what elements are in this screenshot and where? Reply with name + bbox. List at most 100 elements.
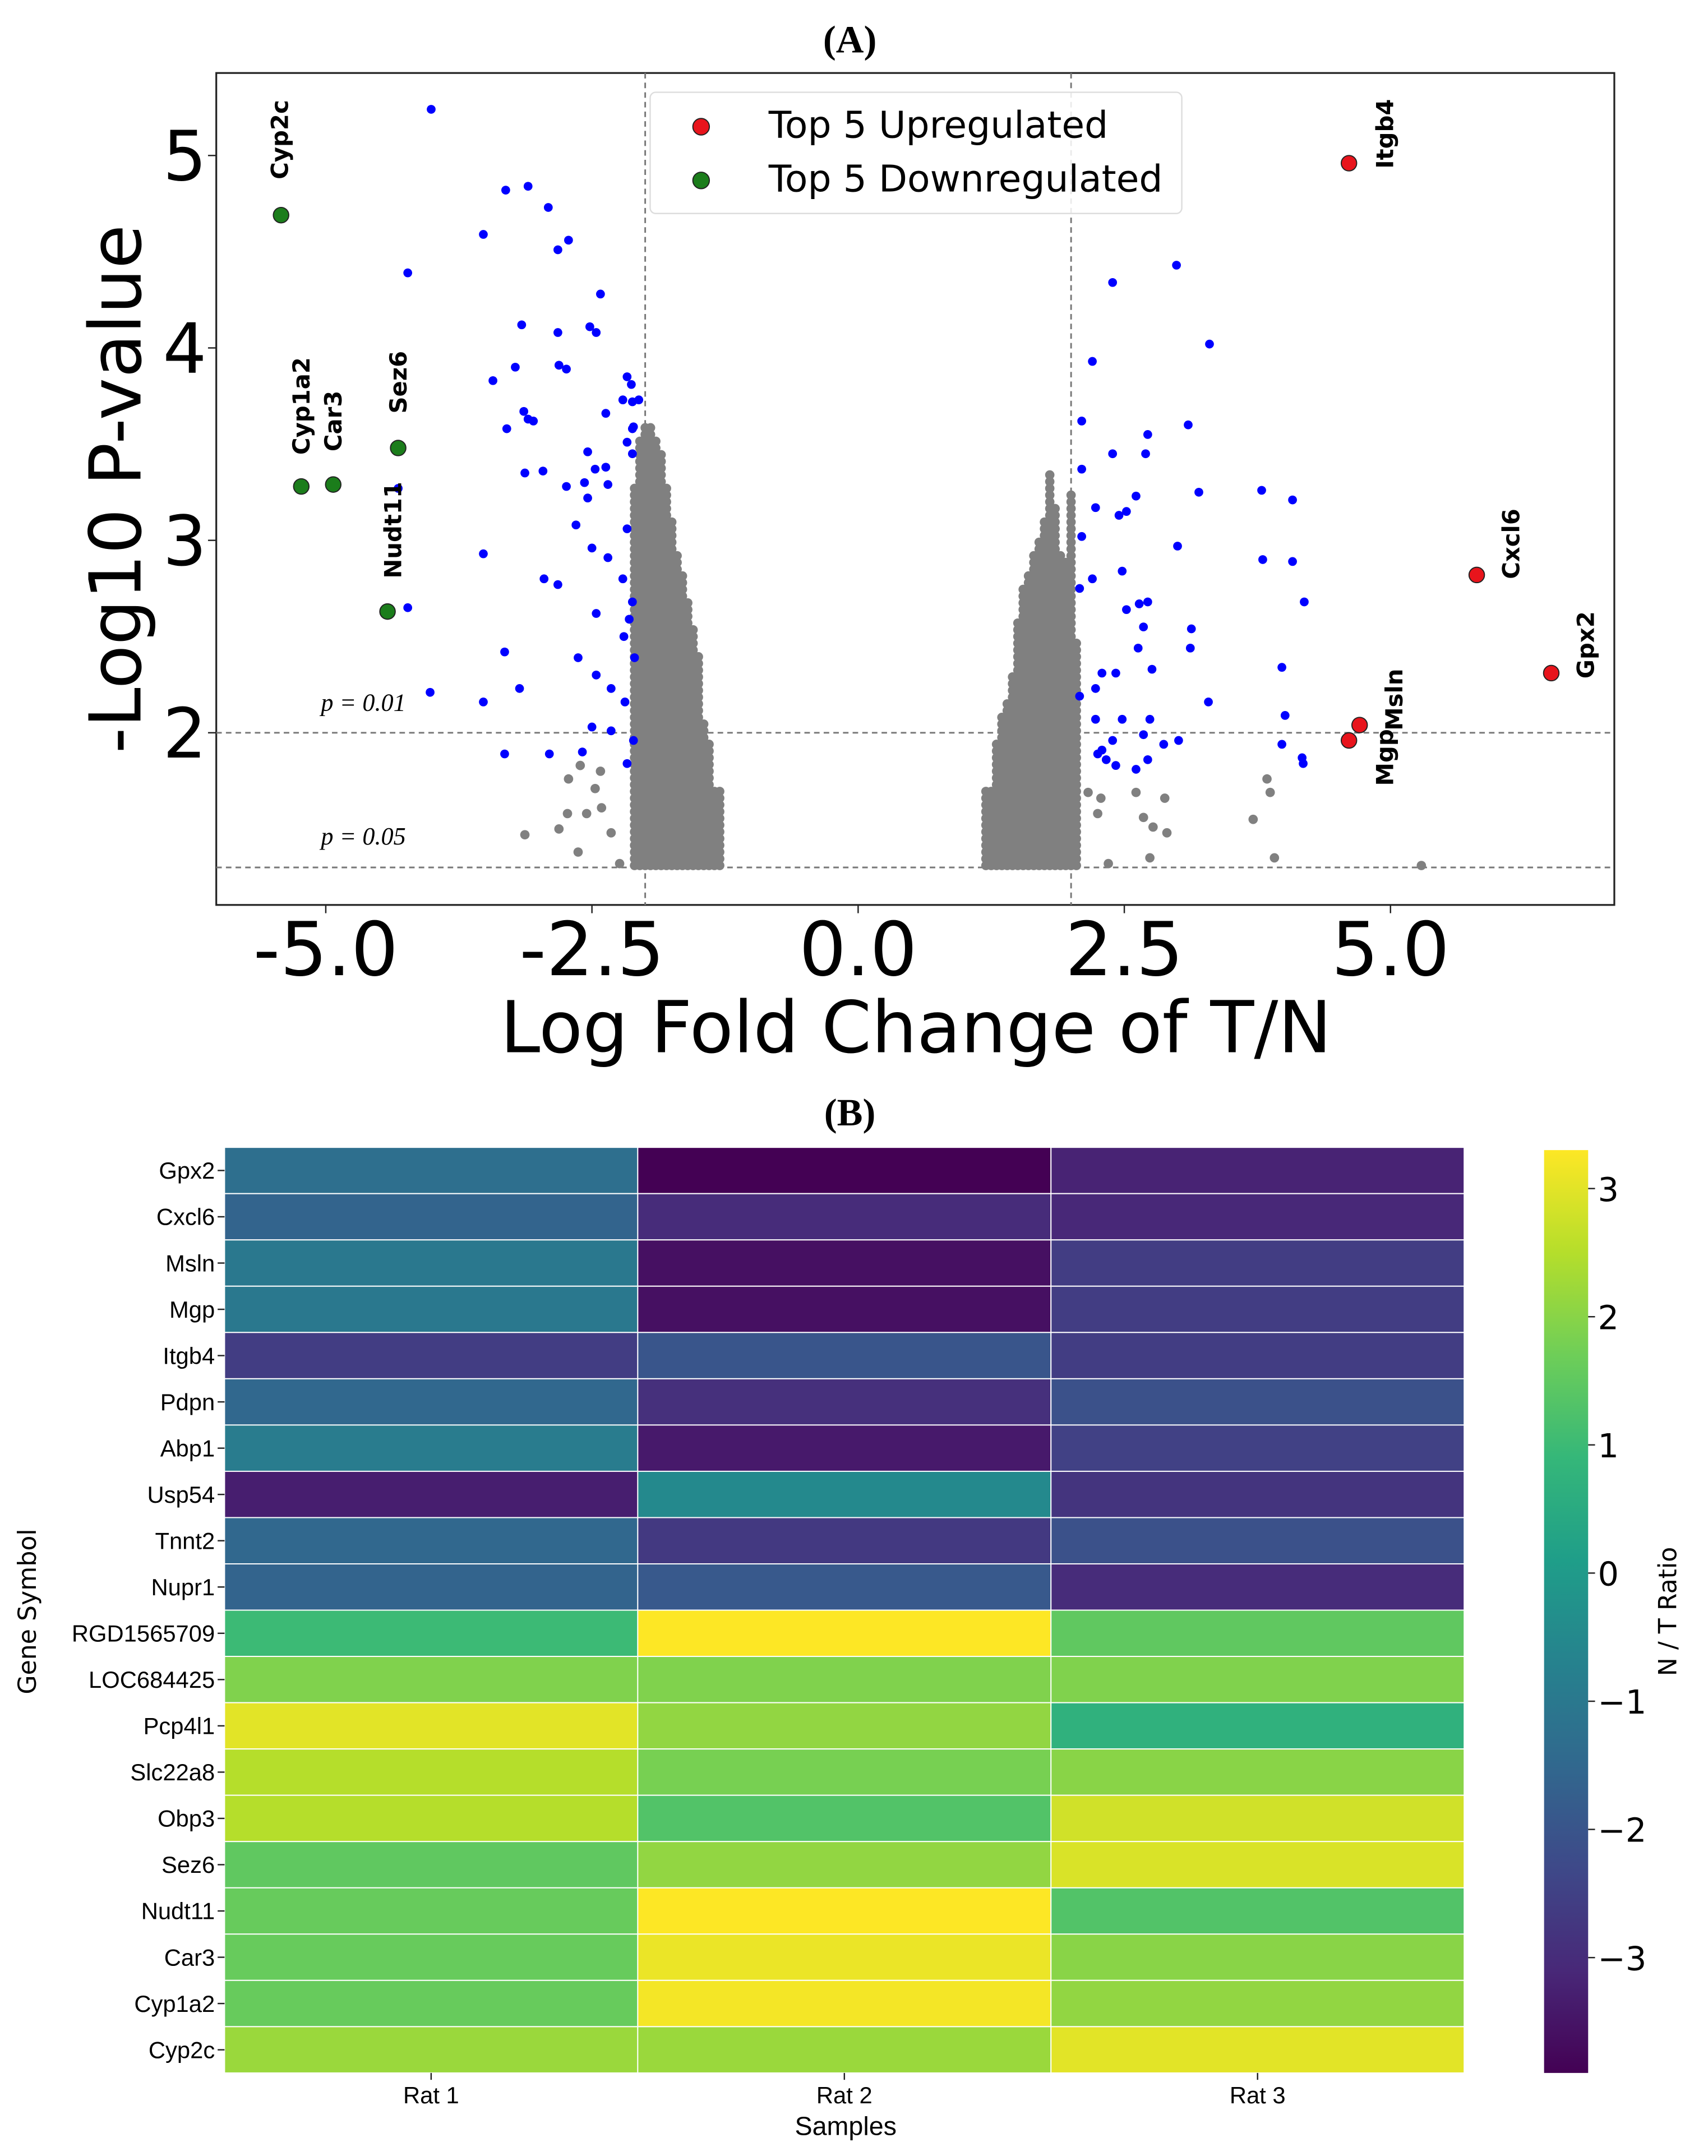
nonsignificant-point bbox=[688, 625, 698, 635]
significant-point bbox=[1280, 711, 1290, 720]
significant-point bbox=[479, 698, 488, 707]
nonsignificant-point bbox=[672, 551, 682, 561]
nonsignificant-point bbox=[715, 834, 724, 843]
significant-point bbox=[544, 749, 554, 759]
significant-point bbox=[1299, 759, 1308, 768]
nonsignificant-point bbox=[688, 645, 698, 655]
heatmap-cell bbox=[224, 1979, 639, 2028]
heatmap-cell bbox=[637, 1332, 1052, 1379]
row-label: Pcp4l1 bbox=[144, 1713, 215, 1739]
nonsignificant-point bbox=[694, 652, 703, 662]
heatmap-cell bbox=[224, 1656, 639, 1703]
legend-box bbox=[649, 91, 1183, 214]
nonsignificant-point bbox=[667, 544, 677, 554]
significant-point bbox=[562, 364, 571, 374]
heatmap-cell bbox=[637, 1748, 1052, 1796]
nonsignificant-point bbox=[1072, 638, 1081, 648]
heatmap-cell bbox=[224, 1609, 639, 1658]
nonsignificant-point bbox=[1072, 814, 1081, 823]
significant-point bbox=[517, 320, 527, 330]
nonsignificant-point bbox=[694, 699, 703, 709]
nonsignificant-point bbox=[1265, 787, 1275, 797]
upregulated-gene-label: Mgp bbox=[1371, 729, 1398, 786]
significant-point bbox=[1185, 643, 1195, 653]
significant-point bbox=[1111, 668, 1120, 678]
upregulated-gene-label: Itgb4 bbox=[1371, 99, 1398, 169]
nonsignificant-point bbox=[677, 578, 687, 588]
nonsignificant-point bbox=[715, 820, 724, 830]
significant-point bbox=[606, 684, 616, 693]
nonsignificant-point bbox=[667, 524, 677, 534]
heatmap-cell bbox=[1050, 1470, 1465, 1518]
nonsignificant-point bbox=[1270, 853, 1280, 863]
row-label: Nupr1 bbox=[151, 1574, 215, 1600]
row-label: Msln bbox=[165, 1250, 215, 1276]
significant-point bbox=[1108, 736, 1118, 745]
nonsignificant-point bbox=[688, 638, 698, 648]
nonsignificant-point bbox=[520, 830, 530, 840]
nonsignificant-point bbox=[704, 773, 714, 783]
significant-point bbox=[1108, 278, 1118, 287]
heatmap-cell bbox=[224, 1887, 639, 1935]
downregulated-gene-point bbox=[390, 440, 407, 456]
heatmap-cell bbox=[637, 1239, 1052, 1287]
nonsignificant-point bbox=[662, 504, 671, 514]
nonsignificant-point bbox=[1072, 678, 1081, 689]
significant-point bbox=[625, 615, 634, 624]
significant-point bbox=[1145, 714, 1155, 724]
significant-point bbox=[1097, 668, 1107, 678]
heatmap-y-title: Gene Symbol bbox=[13, 1529, 42, 1694]
heatmap-cell bbox=[637, 1517, 1052, 1564]
nonsignificant-point bbox=[704, 767, 714, 776]
nonsignificant-point bbox=[1072, 665, 1081, 675]
nonsignificant-point bbox=[694, 672, 703, 682]
nonsignificant-point bbox=[1066, 490, 1076, 500]
nonsignificant-point bbox=[688, 631, 698, 641]
colorbar-ticks: 3 2 1 0 −1 −2 −3 bbox=[1588, 1170, 1646, 1978]
heatmap-cell bbox=[1050, 1239, 1465, 1287]
heatmap-cell bbox=[224, 1794, 639, 1843]
heatmap-cell bbox=[637, 1794, 1052, 1843]
heatmap-cell bbox=[637, 1609, 1052, 1658]
significant-point bbox=[1108, 449, 1118, 459]
significant-point bbox=[574, 653, 583, 662]
nonsignificant-point bbox=[1066, 530, 1076, 541]
significant-point bbox=[553, 580, 562, 589]
significant-point bbox=[1204, 698, 1213, 707]
heatmap-cell bbox=[637, 1470, 1052, 1518]
nonsignificant-point bbox=[667, 537, 677, 547]
nonsignificant-point bbox=[1072, 652, 1081, 662]
significant-point bbox=[1205, 339, 1214, 349]
significant-point bbox=[622, 759, 632, 768]
row-label: Abp1 bbox=[160, 1435, 215, 1461]
panel-label-b: (B) bbox=[824, 1091, 876, 1134]
p001-label: p = 0.01 bbox=[319, 689, 405, 717]
nonsignificant-point bbox=[1050, 517, 1060, 527]
significant-point bbox=[618, 395, 627, 404]
nonsignificant-point bbox=[699, 726, 709, 736]
nonsignificant-point bbox=[715, 861, 724, 870]
nonsignificant-point bbox=[704, 780, 714, 790]
nonsignificant-point bbox=[615, 858, 625, 869]
significant-point bbox=[587, 543, 597, 553]
nonsignificant-point bbox=[677, 591, 687, 601]
nonsignificant-point bbox=[1145, 853, 1155, 863]
nonsignificant-point bbox=[715, 847, 724, 857]
volcano-plot: Cyp2c Cyp1a2 Car3 Sez6 Nudt11 Itgb4 Cxcl6 Gpx2 M… bbox=[75, 72, 1615, 1070]
heatmap-cell bbox=[1050, 1656, 1465, 1703]
row-label: Pdpn bbox=[160, 1389, 215, 1415]
nonsignificant-point bbox=[1072, 773, 1081, 783]
x-axis-title: Log Fold Change of T/N bbox=[500, 986, 1332, 1070]
significant-point bbox=[1132, 765, 1141, 774]
nonsignificant-point bbox=[564, 774, 574, 784]
heatmap-cell bbox=[1050, 1979, 1465, 2028]
nonsignificant-point bbox=[683, 604, 693, 615]
significant-point bbox=[1143, 597, 1152, 607]
nonsignificant-point bbox=[1072, 861, 1081, 870]
significant-point bbox=[520, 468, 529, 478]
row-label: Obp3 bbox=[158, 1806, 215, 1832]
nonsignificant-point bbox=[1066, 544, 1076, 554]
significant-point bbox=[538, 467, 548, 475]
nonsignificant-point bbox=[704, 753, 714, 763]
nonsignificant-point bbox=[1055, 551, 1065, 561]
